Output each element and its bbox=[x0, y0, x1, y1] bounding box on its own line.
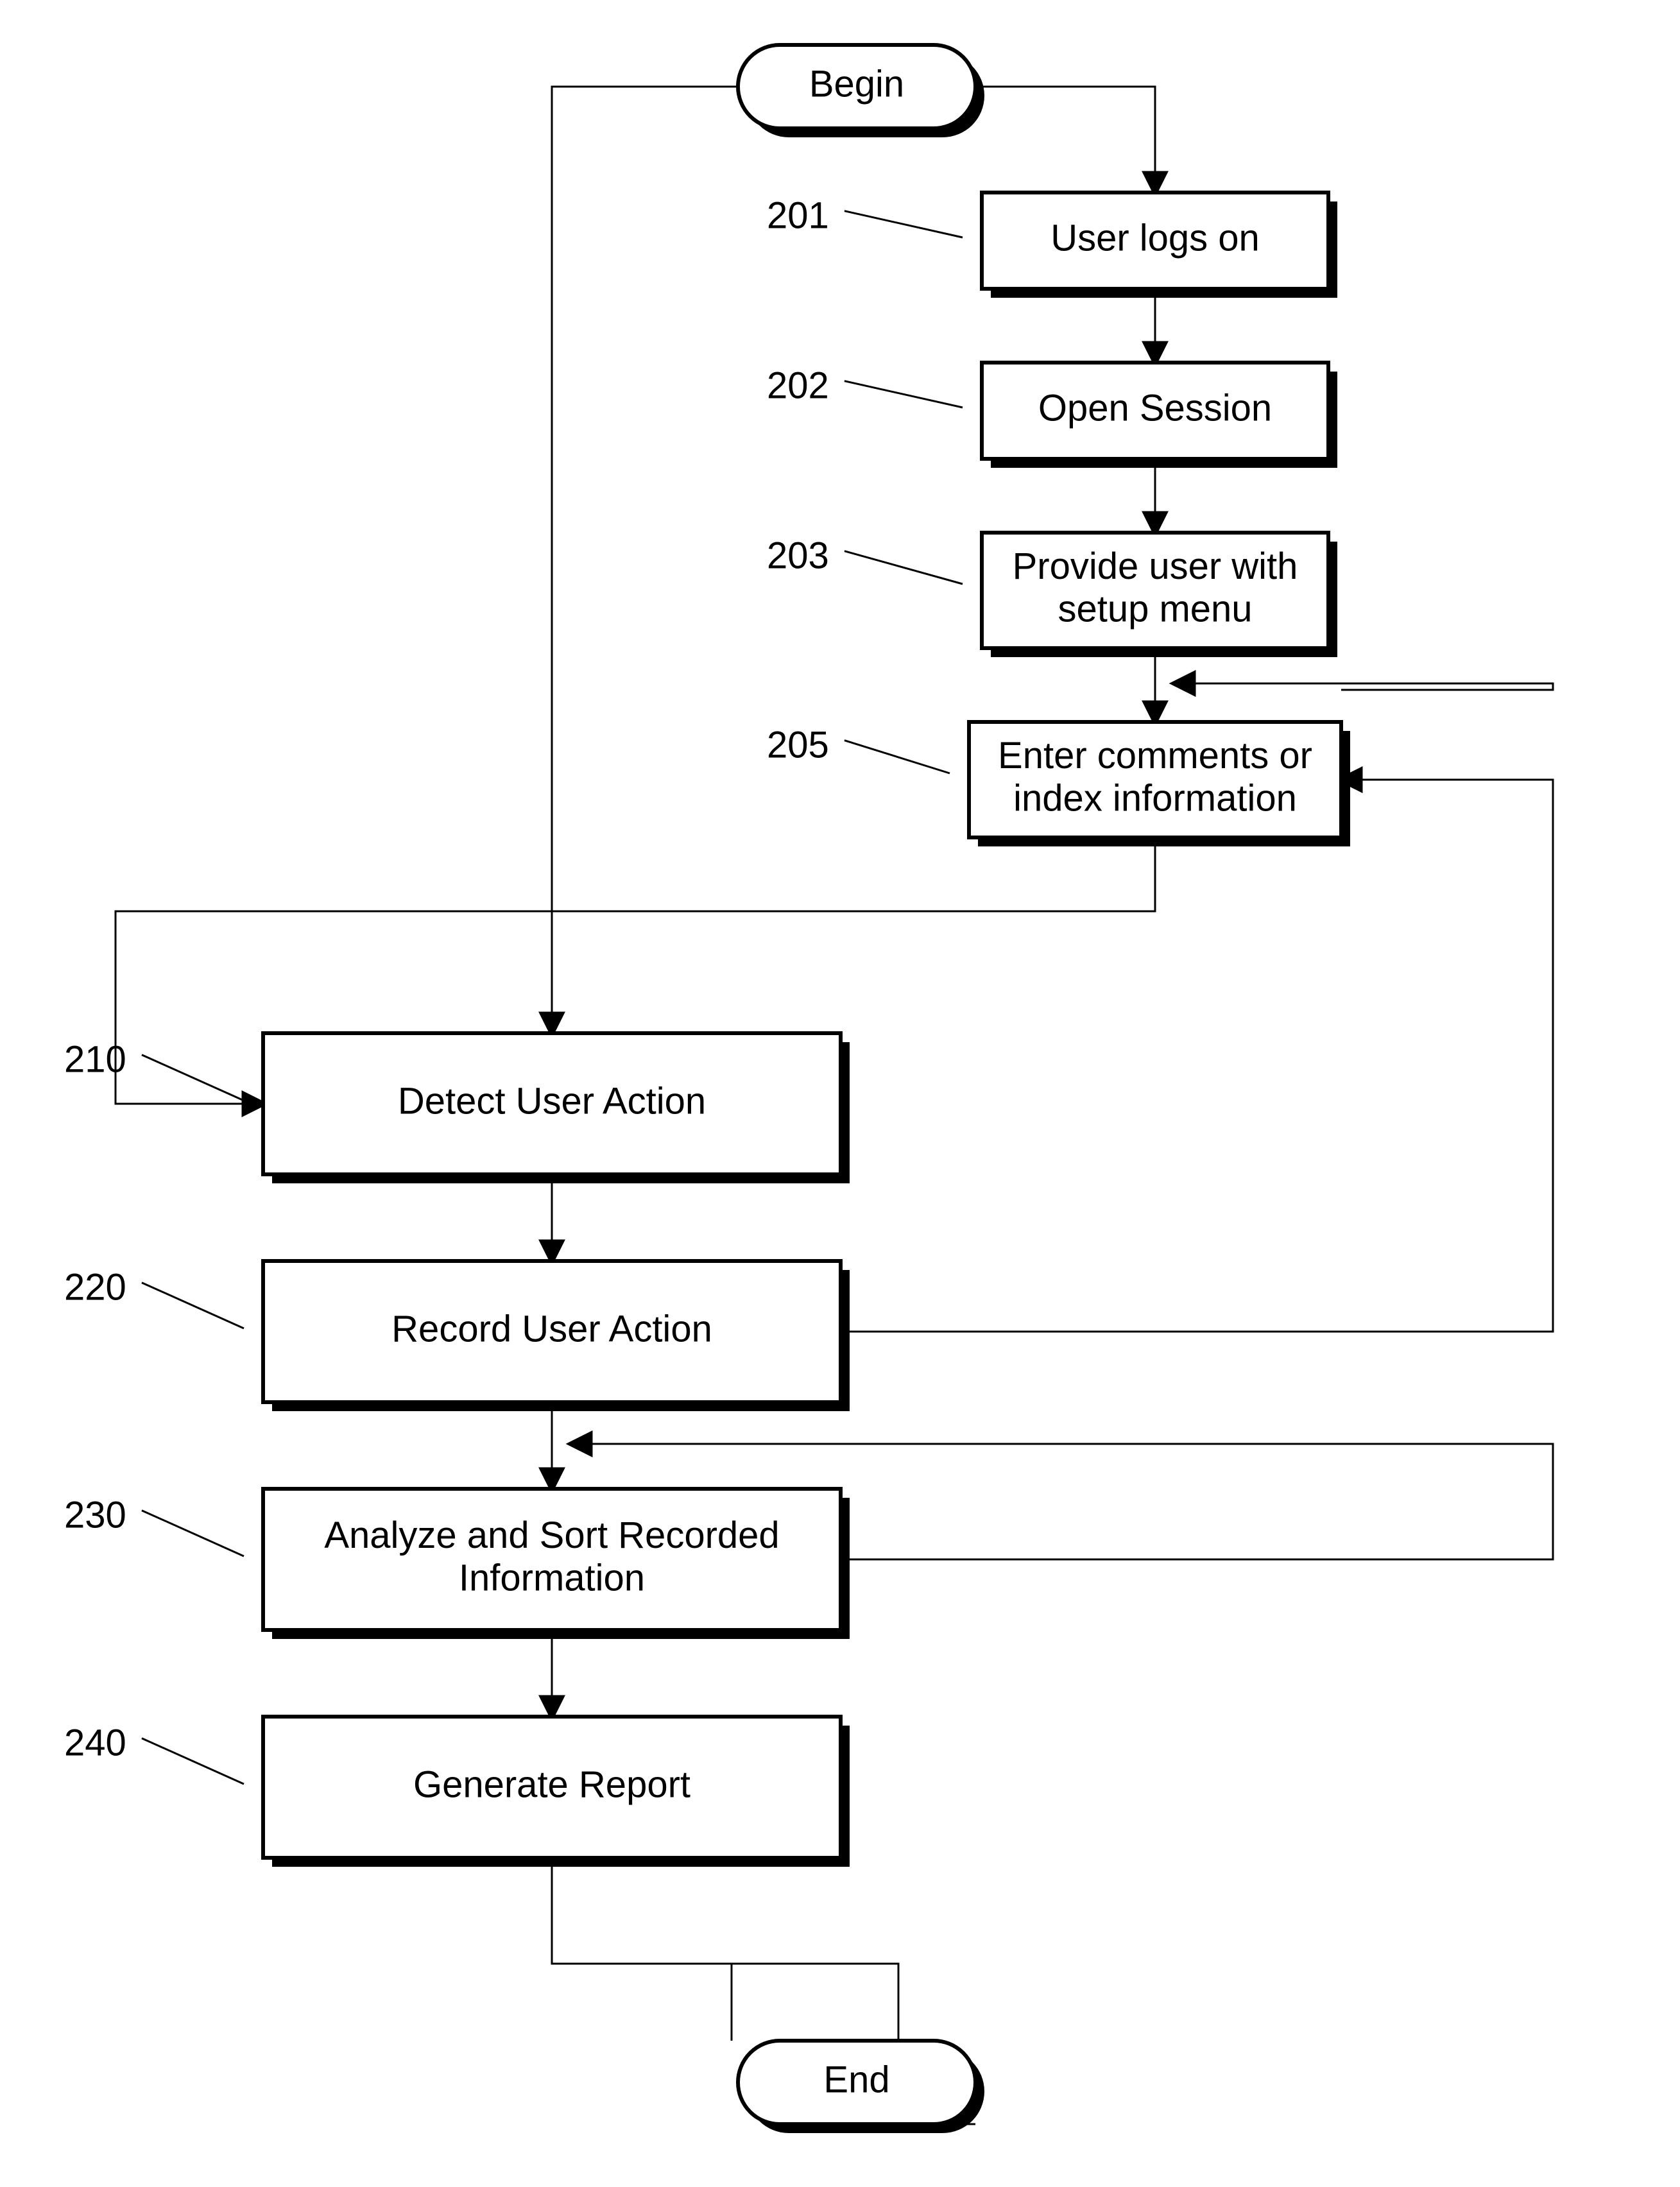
flow-edge bbox=[975, 87, 1155, 193]
node-label: Begin bbox=[809, 63, 904, 105]
reference-label: 230 bbox=[64, 1495, 126, 1536]
node-label: Detect User Action bbox=[398, 1080, 706, 1122]
node-label: setup menu bbox=[1058, 588, 1252, 630]
node-label: Enter comments or bbox=[998, 735, 1312, 776]
reference-leader bbox=[844, 551, 963, 584]
flow-edge bbox=[841, 780, 1553, 1332]
reference-leader bbox=[142, 1283, 244, 1328]
reference-leader bbox=[142, 1055, 244, 1101]
flow-edge bbox=[552, 1858, 732, 2041]
reference-label: 202 bbox=[767, 365, 829, 407]
reference-leader bbox=[844, 211, 963, 237]
reference-label: 205 bbox=[767, 725, 829, 766]
node-label: index information bbox=[1013, 778, 1297, 819]
reference-leader bbox=[142, 1511, 244, 1556]
reference-label: 203 bbox=[767, 535, 829, 577]
node-label: Generate Report bbox=[413, 1763, 690, 1805]
reference-leader bbox=[844, 741, 950, 773]
reference-leader bbox=[844, 381, 963, 407]
reference-label: 210 bbox=[64, 1039, 126, 1081]
node-label: Information bbox=[459, 1557, 645, 1599]
node-label: End bbox=[823, 2059, 889, 2100]
reference-label: 220 bbox=[64, 1267, 126, 1308]
flow-edge bbox=[1174, 683, 1553, 690]
reference-leader bbox=[142, 1738, 244, 1784]
flow-edge bbox=[552, 87, 738, 1033]
node-label: Open Session bbox=[1038, 387, 1272, 429]
reference-label: 240 bbox=[64, 1722, 126, 1764]
node-label: Analyze and Sort Recorded bbox=[324, 1514, 779, 1556]
reference-label: 201 bbox=[767, 195, 829, 237]
node-label: Provide user with bbox=[1013, 545, 1298, 587]
node-label: User logs on bbox=[1050, 217, 1260, 259]
node-label: Record User Action bbox=[391, 1308, 712, 1350]
